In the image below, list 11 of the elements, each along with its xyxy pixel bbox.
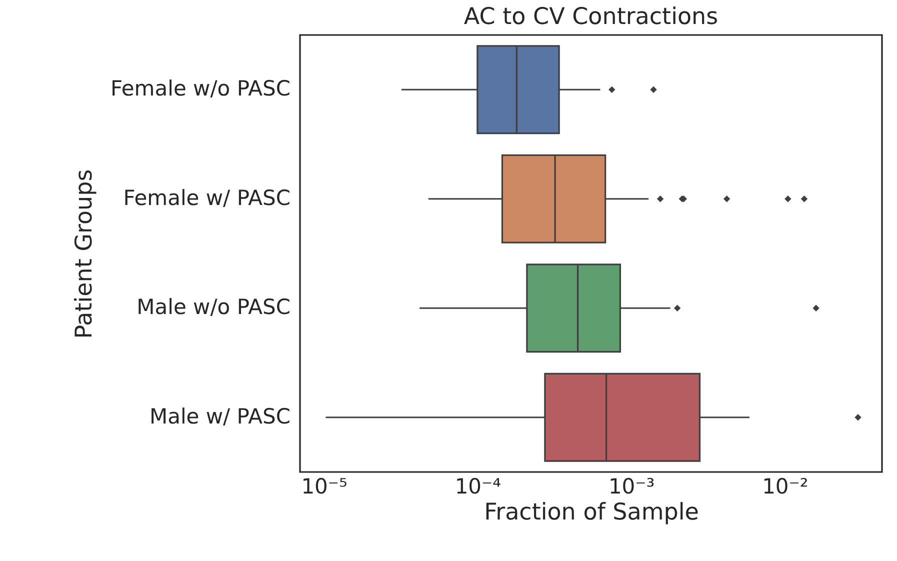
x-axis-title: Fraction of Sample <box>484 500 699 526</box>
chart-title: AC to CV Contractions <box>464 4 718 30</box>
y-tick-label: Female w/o PASC <box>110 76 290 101</box>
x-tick-label: 10⁻³ <box>608 474 655 498</box>
x-tick-label: 10⁻⁴ <box>454 474 502 498</box>
x-tick-label: 10⁻² <box>762 474 808 498</box>
y-tick-label: Male w/o PASC <box>136 295 290 320</box>
x-tick-label: 10⁻⁵ <box>301 474 348 498</box>
y-tick-label: Male w/ PASC <box>149 404 290 428</box>
y-axis-title: Patient Groups <box>71 169 98 339</box>
y-tick-label: Female w/ PASC <box>123 186 290 210</box>
